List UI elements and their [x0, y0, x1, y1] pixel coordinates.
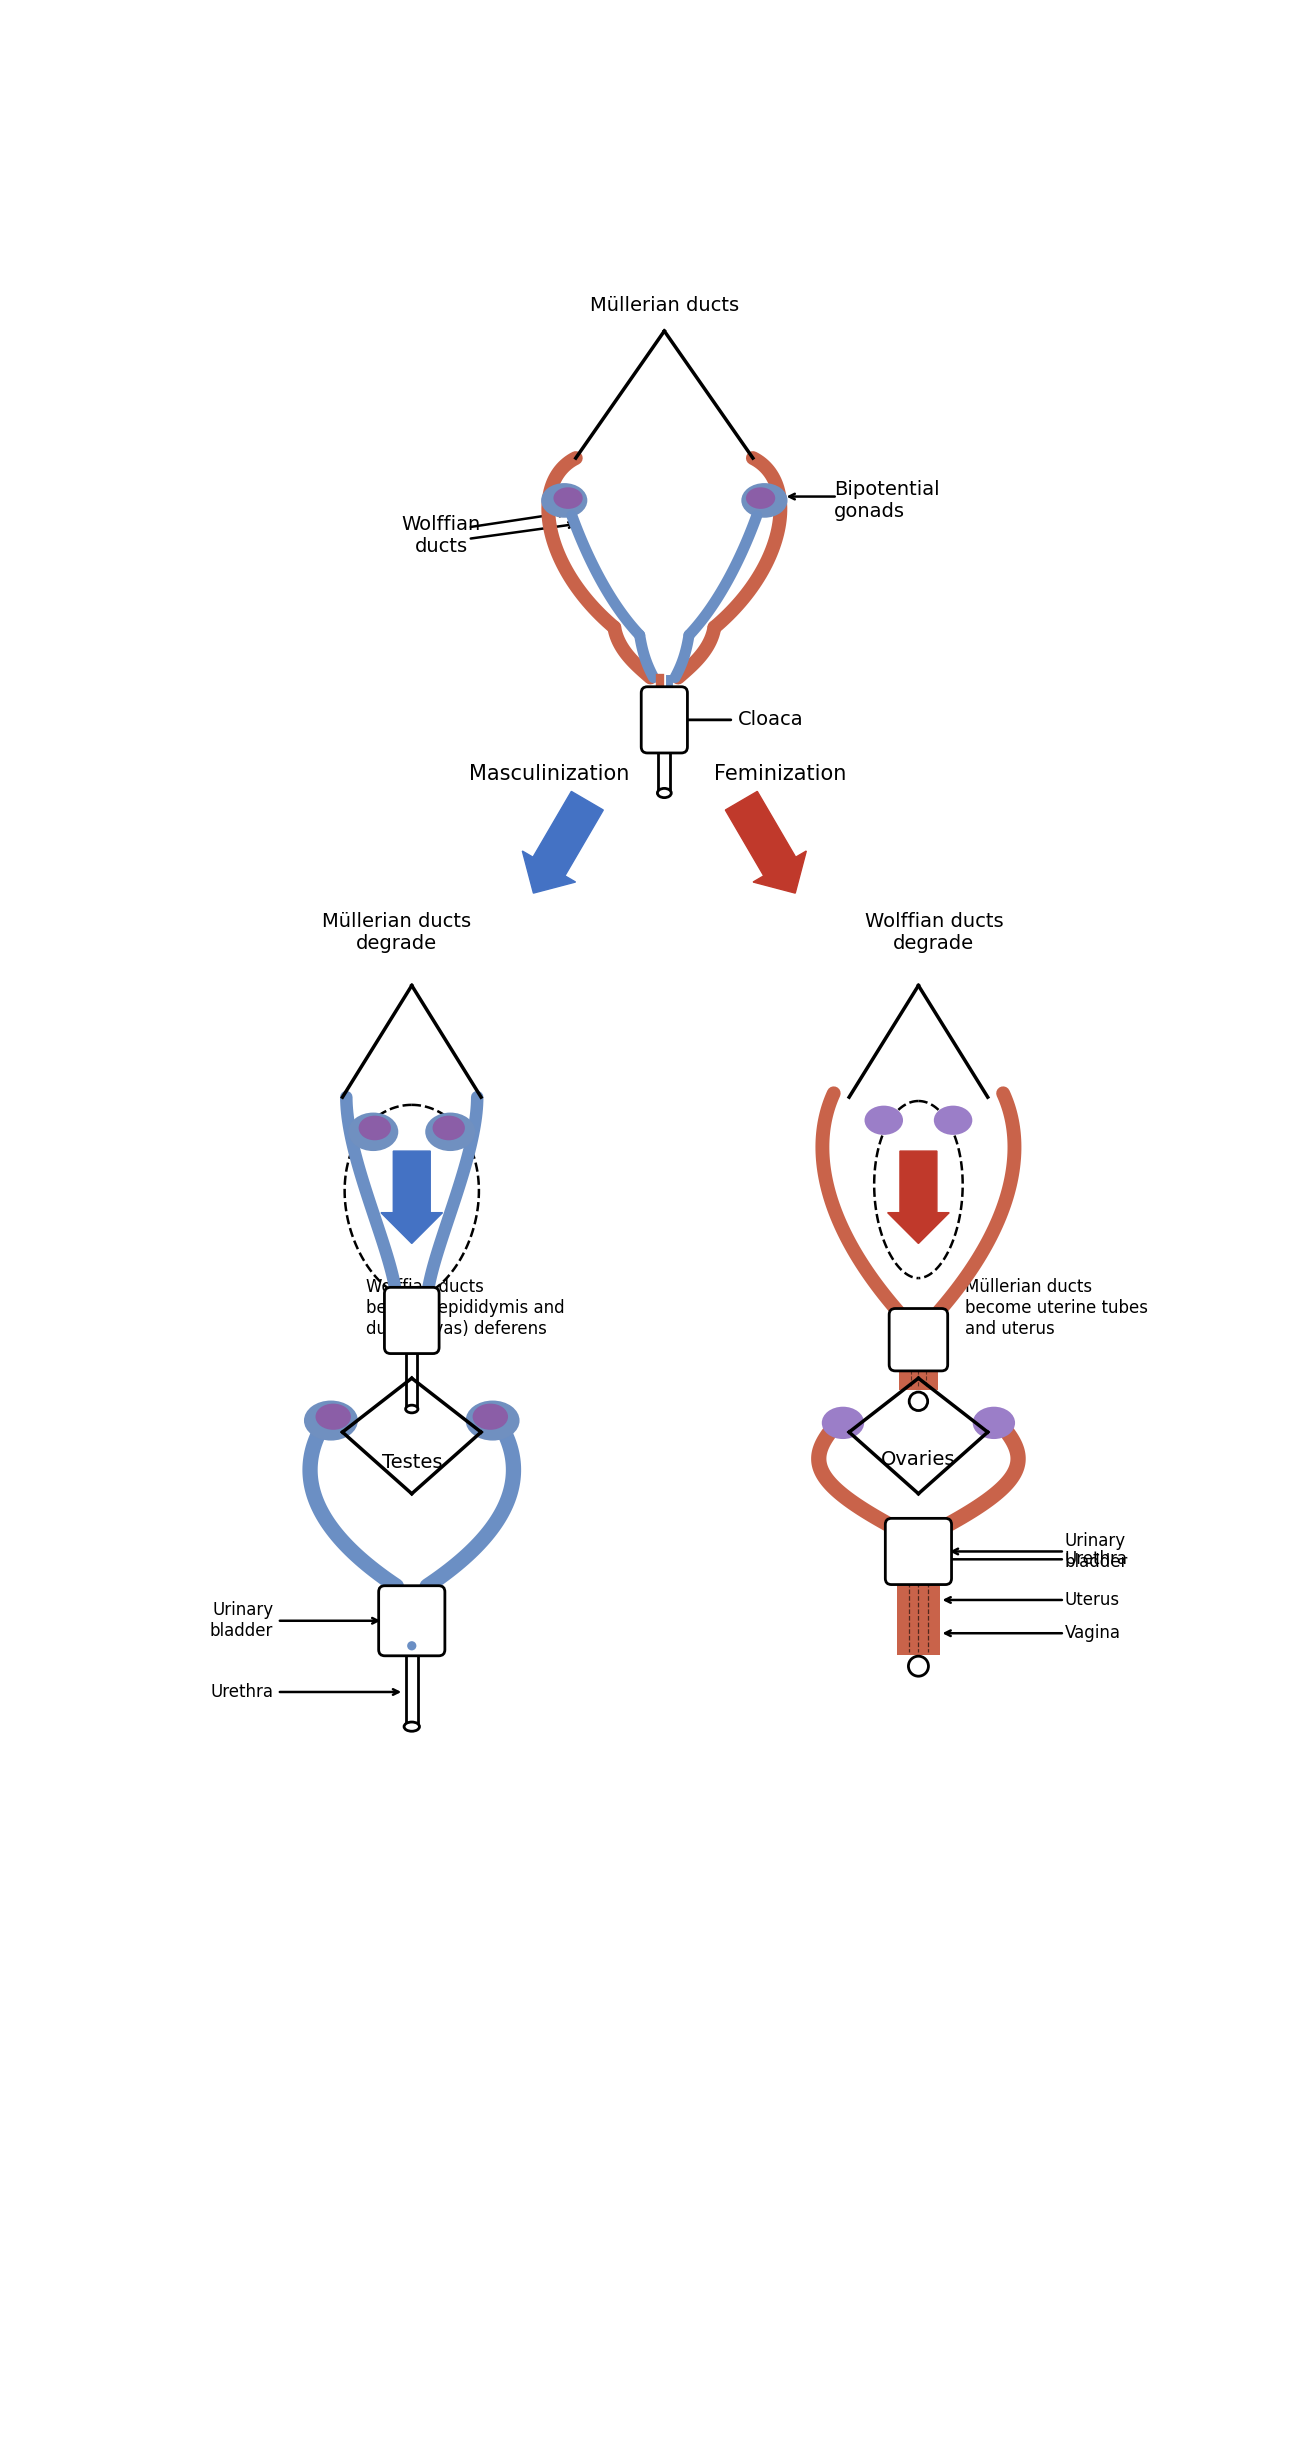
FancyBboxPatch shape	[886, 1518, 952, 1584]
FancyBboxPatch shape	[890, 1308, 948, 1371]
FancyBboxPatch shape	[379, 1586, 445, 1655]
Ellipse shape	[303, 1400, 358, 1440]
Ellipse shape	[348, 1112, 398, 1151]
Text: Uterus: Uterus	[1065, 1591, 1119, 1608]
Ellipse shape	[746, 486, 776, 508]
Ellipse shape	[359, 1114, 390, 1141]
Ellipse shape	[822, 1408, 864, 1440]
FancyBboxPatch shape	[384, 1288, 440, 1354]
Ellipse shape	[406, 1405, 418, 1413]
FancyArrow shape	[523, 792, 603, 892]
FancyArrow shape	[725, 792, 807, 892]
Ellipse shape	[541, 484, 588, 518]
Ellipse shape	[405, 1723, 419, 1730]
Circle shape	[908, 1657, 929, 1677]
Text: Müllerian ducts
become uterine tubes
and uterus: Müllerian ducts become uterine tubes and…	[965, 1278, 1148, 1337]
Text: Ovaries: Ovaries	[881, 1449, 956, 1469]
Text: Urinary
bladder: Urinary bladder	[1065, 1532, 1128, 1571]
Text: Müllerian ducts: Müllerian ducts	[590, 296, 739, 315]
Ellipse shape	[472, 1403, 508, 1430]
Text: Wolffian ducts
degrade: Wolffian ducts degrade	[865, 912, 1003, 953]
Text: Cloaca: Cloaca	[738, 711, 803, 728]
Ellipse shape	[466, 1400, 520, 1440]
Circle shape	[909, 1393, 927, 1410]
Ellipse shape	[973, 1408, 1016, 1440]
Text: Testes: Testes	[381, 1454, 442, 1471]
Ellipse shape	[658, 789, 672, 797]
Circle shape	[407, 1642, 416, 1650]
Bar	[898, 1532, 939, 1655]
Ellipse shape	[865, 1105, 903, 1134]
Text: Urethra: Urethra	[210, 1684, 274, 1701]
Text: Urethra: Urethra	[1065, 1549, 1127, 1569]
Text: Urinary
bladder: Urinary bladder	[210, 1601, 274, 1640]
Text: Wolffian ducts
become epididymis and
ductus (vas) deferens: Wolffian ducts become epididymis and duc…	[366, 1278, 564, 1337]
Text: Bipotential
gonads: Bipotential gonads	[834, 479, 939, 521]
FancyBboxPatch shape	[641, 687, 687, 753]
FancyArrow shape	[381, 1151, 442, 1244]
Text: Masculinization: Masculinization	[468, 765, 629, 785]
Text: Müllerian ducts
degrade: Müllerian ducts degrade	[322, 912, 471, 953]
FancyArrow shape	[887, 1151, 949, 1244]
Ellipse shape	[742, 484, 787, 518]
Ellipse shape	[934, 1105, 973, 1134]
Ellipse shape	[425, 1112, 475, 1151]
Text: Feminization: Feminization	[713, 765, 846, 785]
Text: Vagina: Vagina	[1065, 1625, 1121, 1642]
Ellipse shape	[433, 1114, 464, 1141]
Bar	[899, 1312, 938, 1391]
Ellipse shape	[554, 486, 582, 508]
Ellipse shape	[315, 1403, 351, 1430]
Text: Wolffian
ducts: Wolffian ducts	[401, 516, 481, 555]
